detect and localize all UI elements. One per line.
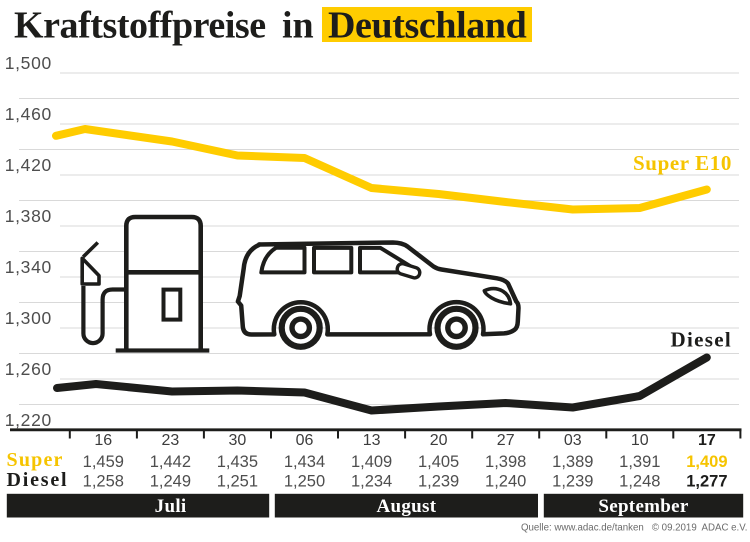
svg-text:1,409: 1,409 — [351, 453, 392, 471]
svg-text:23: 23 — [162, 432, 180, 449]
svg-text:1,240: 1,240 — [485, 473, 526, 491]
svg-text:1,248: 1,248 — [619, 473, 660, 491]
svg-text:1,435: 1,435 — [217, 453, 258, 471]
svg-text:1,459: 1,459 — [83, 453, 124, 471]
svg-text:13: 13 — [363, 432, 381, 449]
svg-text:1,239: 1,239 — [552, 473, 593, 491]
svg-text:10: 10 — [631, 432, 649, 449]
svg-text:1,391: 1,391 — [619, 453, 660, 471]
svg-text:Super E10: Super E10 — [633, 151, 732, 175]
svg-text:Quelle: www.adac.de/tanken ©: Quelle: www.adac.de/tanken © 09.2019 ADA… — [521, 523, 748, 534]
svg-text:in: in — [282, 5, 314, 47]
svg-text:16: 16 — [94, 432, 112, 449]
svg-text:September: September — [598, 496, 689, 517]
svg-text:1,220: 1,220 — [5, 410, 52, 430]
svg-text:17: 17 — [698, 432, 716, 449]
svg-text:1,250: 1,250 — [284, 473, 325, 491]
svg-text:06: 06 — [296, 432, 314, 449]
svg-text:1,500: 1,500 — [5, 53, 52, 73]
svg-text:Diesel: Diesel — [671, 327, 732, 351]
svg-text:1,340: 1,340 — [5, 257, 52, 277]
svg-text:1,260: 1,260 — [5, 359, 52, 379]
svg-text:1,405: 1,405 — [418, 453, 459, 471]
svg-text:1,434: 1,434 — [284, 453, 325, 471]
svg-text:1,258: 1,258 — [83, 473, 124, 491]
svg-text:Super: Super — [7, 449, 64, 471]
svg-text:20: 20 — [430, 432, 448, 449]
svg-text:1,251: 1,251 — [217, 473, 258, 491]
svg-text:Kraftstoffpreise: Kraftstoffpreise — [14, 5, 266, 47]
svg-text:1,398: 1,398 — [485, 453, 526, 471]
svg-text:03: 03 — [564, 432, 582, 449]
svg-text:30: 30 — [229, 432, 247, 449]
svg-text:Deutschland: Deutschland — [328, 5, 527, 47]
svg-text:1,409: 1,409 — [686, 453, 727, 471]
svg-text:1,420: 1,420 — [5, 155, 52, 175]
svg-text:August: August — [376, 496, 436, 517]
svg-text:1,300: 1,300 — [5, 308, 52, 328]
svg-text:1,234: 1,234 — [351, 473, 392, 491]
svg-text:1,249: 1,249 — [150, 473, 191, 491]
svg-text:1,442: 1,442 — [150, 453, 191, 471]
svg-text:Juli: Juli — [155, 496, 187, 517]
svg-text:1,380: 1,380 — [5, 206, 52, 226]
svg-text:1,239: 1,239 — [418, 473, 459, 491]
svg-text:1,277: 1,277 — [686, 473, 727, 491]
svg-text:Diesel: Diesel — [7, 469, 69, 491]
svg-text:1,460: 1,460 — [5, 104, 52, 124]
svg-text:27: 27 — [497, 432, 515, 449]
svg-text:1,389: 1,389 — [552, 453, 593, 471]
